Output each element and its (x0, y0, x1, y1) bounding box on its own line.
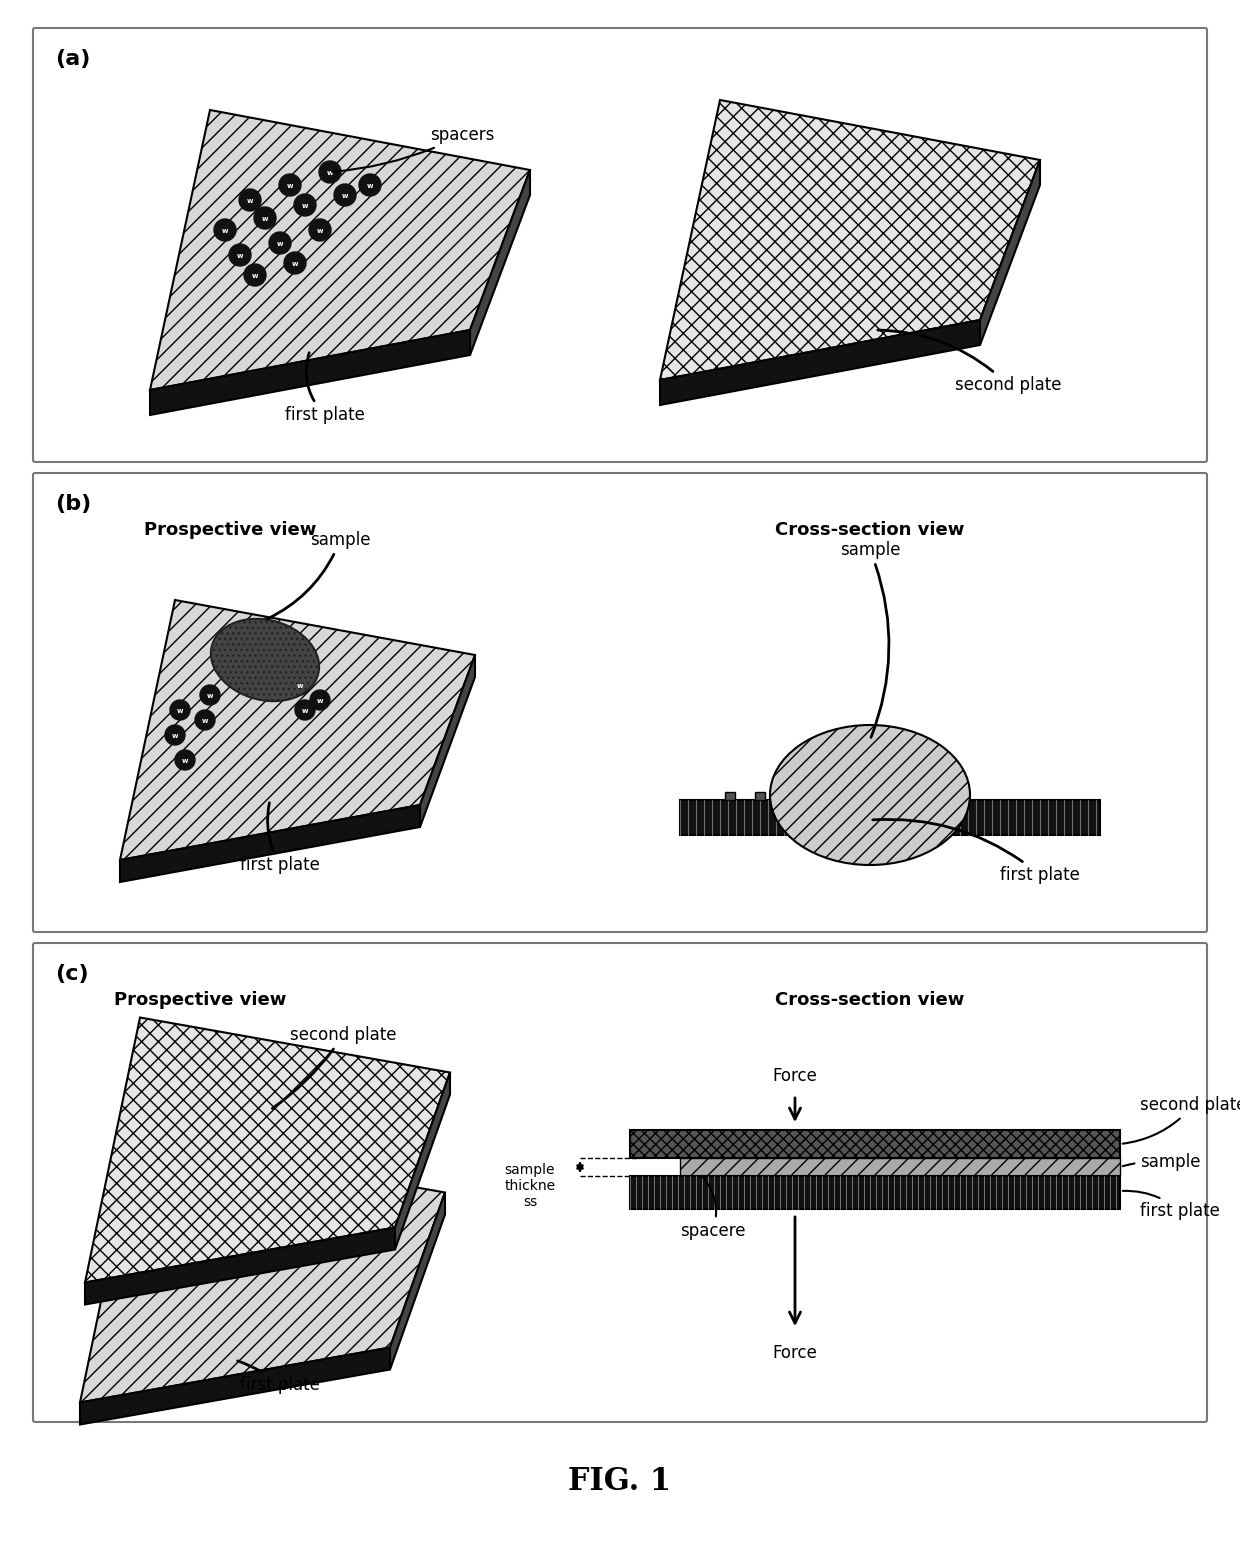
Polygon shape (86, 1017, 450, 1283)
Text: second plate: second plate (1122, 1096, 1240, 1144)
Circle shape (229, 244, 250, 266)
Text: w: w (296, 683, 304, 690)
Text: spacere: spacere (680, 1177, 745, 1240)
Circle shape (319, 161, 341, 182)
Circle shape (200, 685, 219, 705)
FancyBboxPatch shape (33, 473, 1207, 932)
Text: sample: sample (839, 541, 900, 737)
Circle shape (309, 220, 331, 241)
Polygon shape (120, 600, 475, 860)
Text: sample
thickne
ss: sample thickne ss (505, 1163, 556, 1209)
Text: w: w (277, 241, 283, 247)
Polygon shape (81, 1348, 391, 1424)
Text: Prospective view: Prospective view (144, 521, 316, 540)
Circle shape (269, 232, 291, 254)
FancyBboxPatch shape (33, 943, 1207, 1422)
Circle shape (360, 175, 381, 196)
Polygon shape (391, 1192, 445, 1370)
Circle shape (244, 264, 267, 286)
Text: w: w (222, 227, 228, 233)
Text: w: w (291, 261, 299, 267)
Polygon shape (980, 159, 1040, 345)
Polygon shape (86, 1228, 396, 1305)
Text: w: w (367, 182, 373, 189)
FancyBboxPatch shape (33, 28, 1207, 462)
Circle shape (215, 220, 236, 241)
Text: first plate: first plate (873, 819, 1080, 884)
Text: w: w (252, 274, 258, 278)
Polygon shape (396, 1073, 450, 1249)
Text: w: w (182, 758, 188, 764)
Text: w: w (286, 182, 293, 189)
Bar (755, 792, 765, 799)
Circle shape (175, 750, 195, 770)
Circle shape (254, 207, 277, 229)
Text: spacers: spacers (332, 127, 495, 172)
Text: second plate: second plate (273, 1027, 397, 1108)
Circle shape (195, 710, 215, 730)
Text: second plate: second plate (878, 329, 1061, 394)
Text: first plate: first plate (285, 352, 365, 424)
Text: w: w (202, 717, 208, 724)
Bar (680, 1158, 1120, 1177)
Ellipse shape (770, 725, 970, 866)
Polygon shape (660, 320, 980, 405)
Circle shape (165, 725, 185, 745)
Polygon shape (150, 110, 529, 390)
Text: Prospective view: Prospective view (114, 991, 286, 1010)
Text: w: w (262, 216, 268, 223)
Text: Cross-section view: Cross-section view (775, 521, 965, 540)
Text: w: w (342, 193, 348, 199)
Text: Force: Force (773, 1343, 817, 1362)
Text: w: w (177, 708, 184, 714)
Text: (c): (c) (55, 965, 88, 983)
Circle shape (310, 690, 330, 710)
Polygon shape (660, 100, 1040, 380)
Bar (630, 1130, 1120, 1158)
Text: FIG. 1: FIG. 1 (568, 1466, 672, 1497)
Bar (680, 799, 1100, 835)
Text: Force: Force (773, 1067, 817, 1085)
Polygon shape (470, 170, 529, 356)
Text: w: w (172, 733, 179, 739)
Circle shape (284, 252, 306, 274)
Text: w: w (327, 170, 334, 176)
Text: (a): (a) (55, 49, 91, 70)
Text: sample: sample (1122, 1153, 1200, 1170)
Text: w: w (316, 227, 324, 233)
Text: w: w (301, 708, 309, 714)
Text: (b): (b) (55, 495, 92, 513)
Text: w: w (247, 198, 253, 204)
Text: first plate: first plate (1122, 1190, 1220, 1220)
Polygon shape (120, 805, 420, 883)
Polygon shape (150, 329, 470, 414)
Polygon shape (81, 1138, 445, 1402)
Polygon shape (420, 656, 475, 827)
Bar (630, 1177, 1120, 1209)
Text: w: w (207, 693, 213, 699)
Circle shape (294, 193, 316, 216)
Circle shape (334, 184, 356, 206)
Circle shape (295, 700, 315, 720)
Circle shape (279, 175, 301, 196)
Bar (785, 792, 795, 799)
Text: sample: sample (268, 530, 371, 618)
Circle shape (290, 676, 310, 696)
Text: w: w (316, 697, 324, 703)
Text: w: w (237, 254, 243, 260)
Bar (725, 792, 735, 799)
Ellipse shape (211, 618, 319, 702)
Circle shape (170, 700, 190, 720)
Circle shape (239, 189, 260, 210)
Text: Cross-section view: Cross-section view (775, 991, 965, 1010)
Text: w: w (301, 203, 309, 209)
Text: first plate: first plate (238, 1360, 320, 1394)
Text: first plate: first plate (241, 802, 320, 873)
